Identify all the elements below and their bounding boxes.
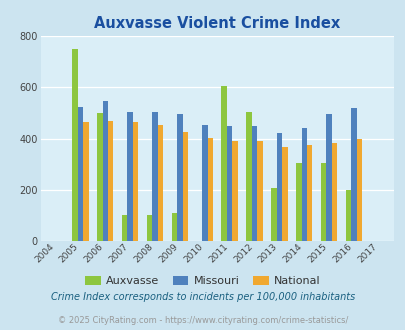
Bar <box>301 128 306 241</box>
Bar <box>246 112 251 241</box>
Bar <box>171 213 177 241</box>
Bar <box>306 145 312 241</box>
Bar <box>276 133 281 241</box>
Bar <box>147 215 152 241</box>
Text: © 2025 CityRating.com - https://www.cityrating.com/crime-statistics/: © 2025 CityRating.com - https://www.city… <box>58 315 347 325</box>
Bar <box>232 141 237 241</box>
Bar <box>122 215 127 241</box>
Bar <box>83 122 88 241</box>
Bar <box>345 190 350 241</box>
Bar <box>72 49 77 241</box>
Bar <box>202 125 207 241</box>
Bar <box>295 163 301 241</box>
Bar <box>158 125 163 241</box>
Bar <box>356 139 361 241</box>
Bar <box>207 138 213 241</box>
Legend: Auxvasse, Missouri, National: Auxvasse, Missouri, National <box>81 271 324 290</box>
Bar <box>350 108 356 241</box>
Bar <box>127 112 132 241</box>
Bar <box>177 114 182 241</box>
Bar <box>257 141 262 241</box>
Bar <box>251 126 257 241</box>
Bar <box>226 126 232 241</box>
Bar <box>221 86 226 241</box>
Bar <box>320 163 326 241</box>
Bar <box>152 112 158 241</box>
Title: Auxvasse Violent Crime Index: Auxvasse Violent Crime Index <box>94 16 339 31</box>
Bar <box>108 121 113 241</box>
Bar <box>102 101 108 241</box>
Bar <box>182 132 188 241</box>
Bar <box>97 113 102 241</box>
Bar <box>326 114 331 241</box>
Bar <box>77 107 83 241</box>
Bar <box>281 147 287 241</box>
Bar <box>132 122 138 241</box>
Bar <box>271 188 276 241</box>
Bar <box>331 143 337 241</box>
Text: Crime Index corresponds to incidents per 100,000 inhabitants: Crime Index corresponds to incidents per… <box>51 292 354 302</box>
